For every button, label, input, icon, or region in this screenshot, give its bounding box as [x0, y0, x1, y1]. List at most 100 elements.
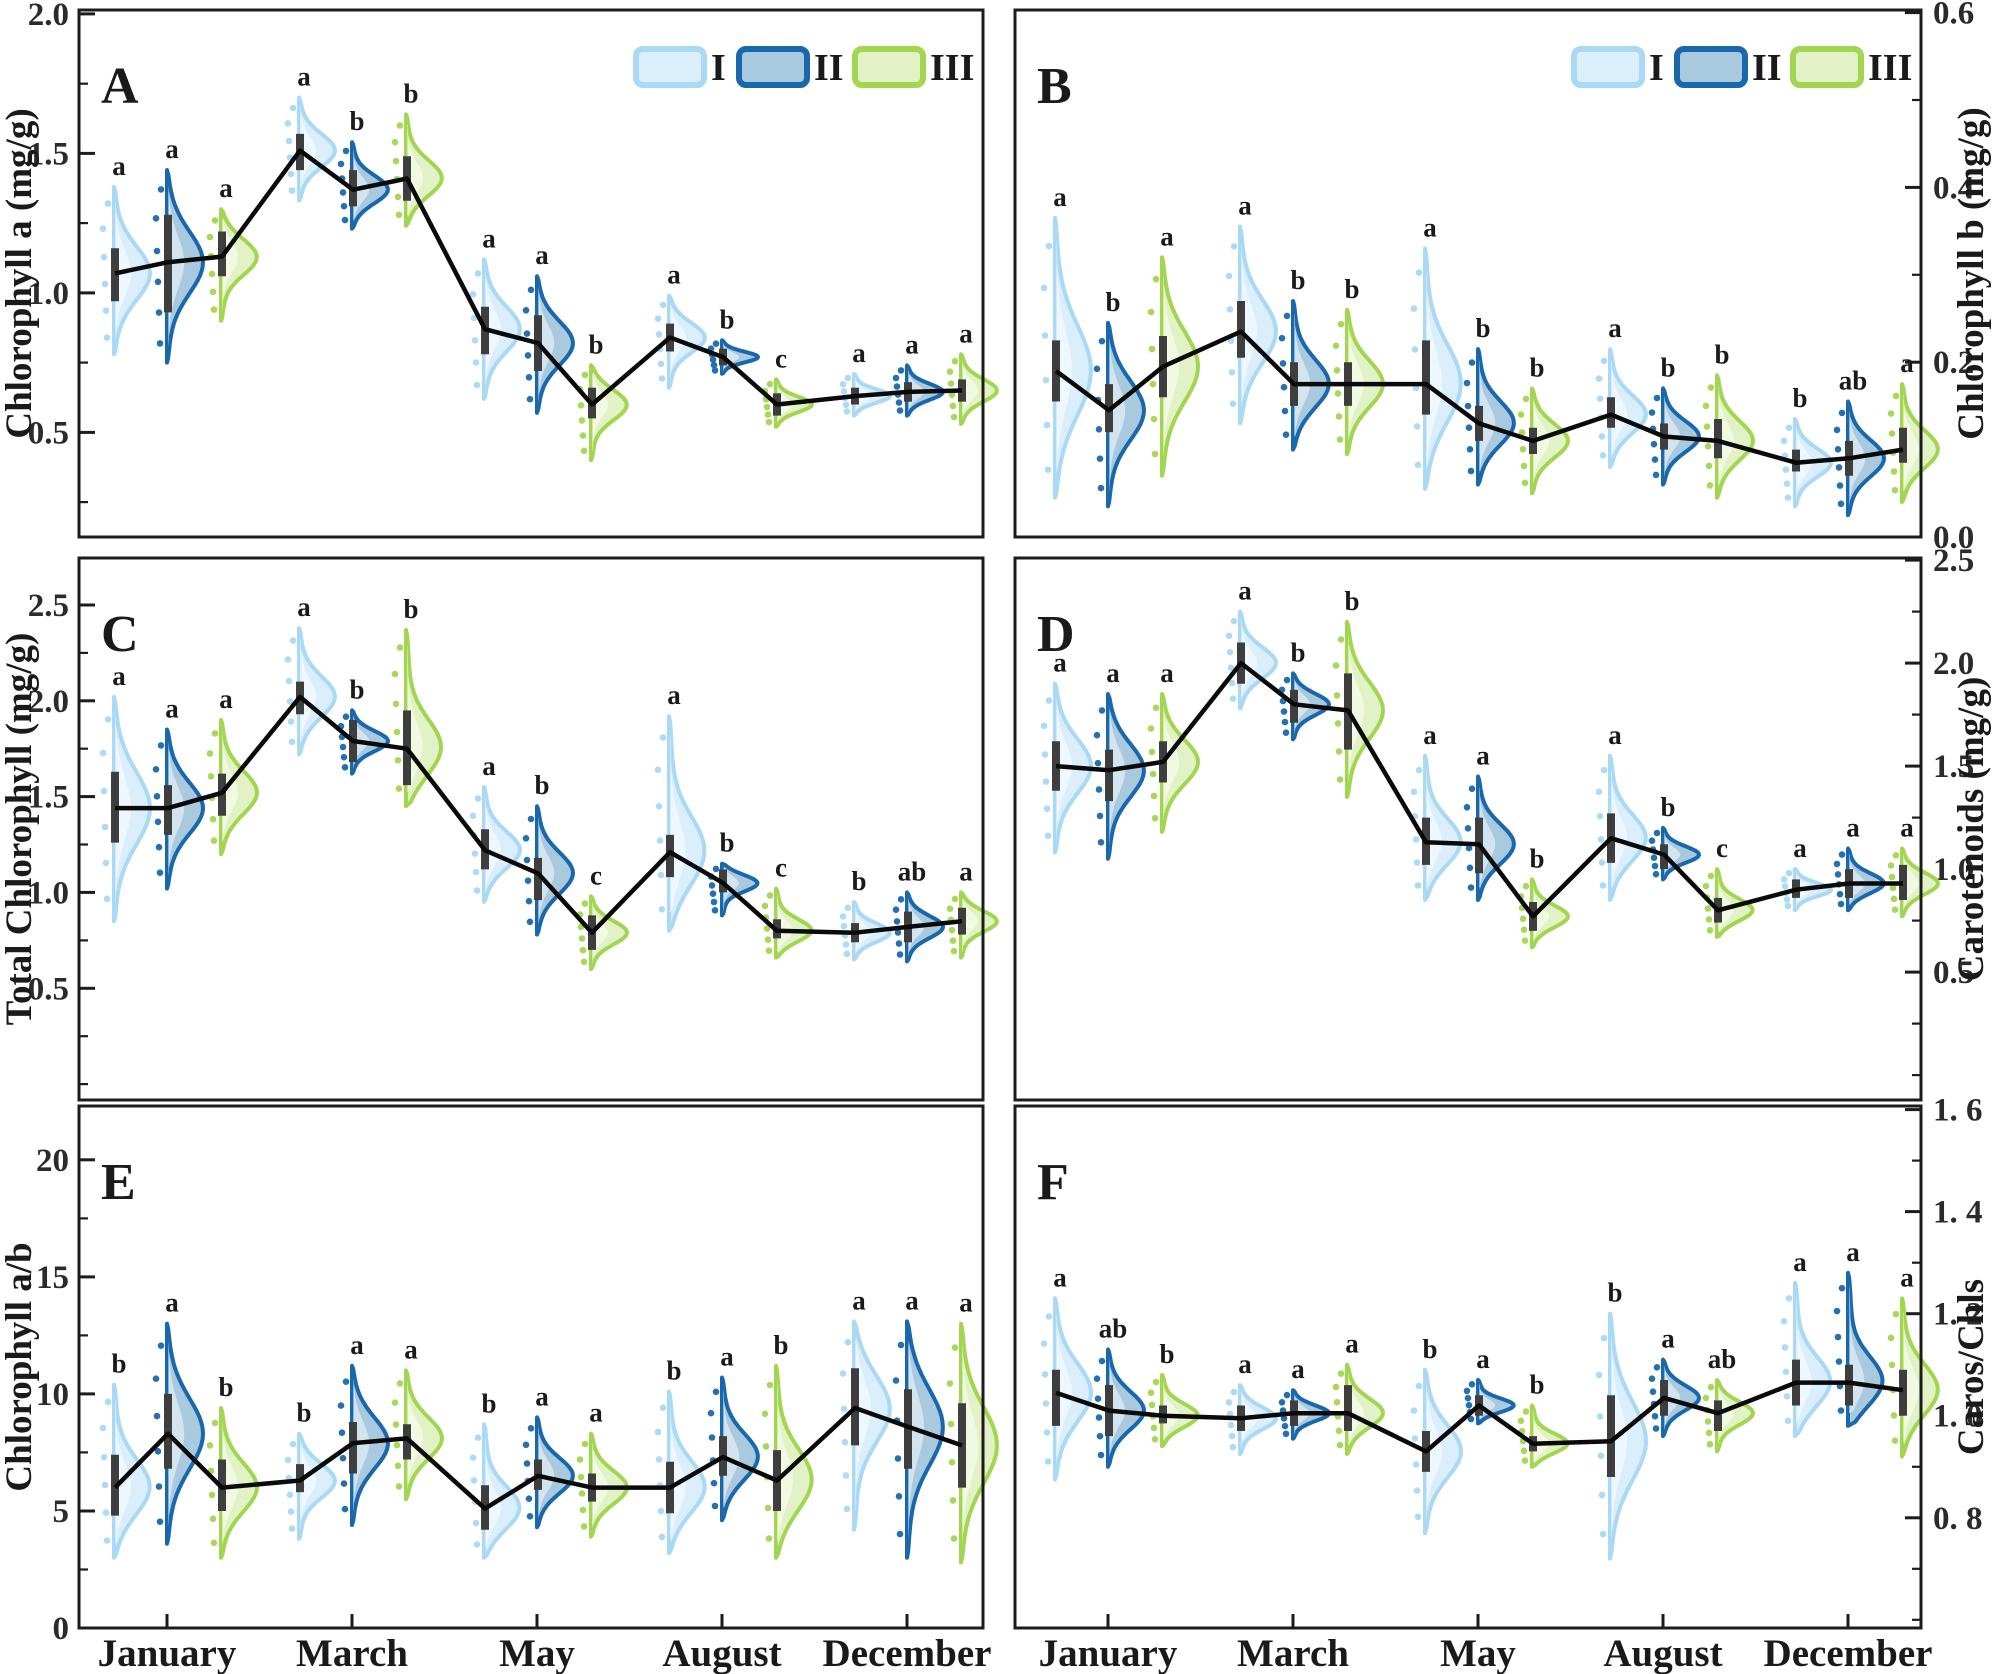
data-point [892, 906, 900, 913]
data-point [950, 1535, 958, 1542]
data-point [392, 157, 400, 165]
data-point [337, 1402, 345, 1409]
data-point [1098, 707, 1106, 714]
data-point [1600, 357, 1608, 365]
data-point [1281, 1422, 1289, 1430]
significance-letter: a [1846, 813, 1860, 843]
data-point [946, 368, 954, 376]
data-point [949, 402, 957, 410]
data-point [951, 1344, 959, 1351]
data-point [1150, 415, 1158, 423]
data-point [471, 850, 479, 857]
data-point [1415, 1382, 1423, 1390]
data-point [1837, 500, 1845, 508]
violin-D-March-I [1238, 609, 1278, 711]
violin-inner-highlight [962, 359, 979, 419]
data-point [1337, 320, 1345, 328]
data-point [284, 656, 292, 663]
data-point [156, 869, 164, 876]
data-point [342, 147, 350, 155]
data-point [1702, 882, 1710, 890]
data-point [581, 900, 589, 907]
data-point [1414, 882, 1422, 889]
data-point [840, 922, 848, 930]
mean-line-A [114, 148, 963, 407]
violin-C-May-I [482, 785, 522, 904]
significance-letter: b [588, 329, 603, 359]
data-point [522, 1441, 530, 1449]
mean-line-E [113, 1405, 963, 1511]
data-point [395, 211, 403, 219]
violin-inner-highlight [300, 638, 317, 745]
significance-letter: a [1160, 221, 1174, 251]
data-point [1282, 1430, 1290, 1438]
data-point [1519, 446, 1527, 453]
data-point [658, 906, 666, 913]
y-tick-label: 10 [36, 1377, 69, 1413]
data-point [1097, 839, 1105, 846]
y-axis-label-F: Caros/Chls [1951, 1279, 1992, 1455]
violin-inner-highlight [723, 343, 740, 372]
x-tick-label-December: December [823, 1632, 992, 1674]
significance-letter: b [1714, 339, 1729, 369]
data-point [396, 1380, 404, 1387]
data-point [895, 1493, 903, 1500]
significance-letter: a [1900, 1262, 1914, 1292]
violin-inner-highlight [1294, 312, 1311, 438]
data-point [655, 331, 663, 338]
panel-letter-C: C [101, 606, 139, 663]
violin-D-December-II [1846, 846, 1886, 913]
significance-letter: a [1345, 1329, 1359, 1359]
data-point [1706, 927, 1714, 934]
data-point [1463, 804, 1471, 811]
data-point [1094, 1395, 1102, 1402]
violin-E-December-I [852, 1319, 892, 1532]
data-point [1595, 788, 1603, 796]
data-point [1648, 1375, 1656, 1382]
data-point [841, 1438, 849, 1446]
data-point [1227, 664, 1235, 671]
data-point [154, 818, 162, 826]
data-point [470, 314, 478, 322]
violin-F-May-I [1423, 1367, 1463, 1536]
violin-inner-highlight [1849, 853, 1866, 906]
violin-B-January-II [1106, 320, 1146, 509]
data-point [1412, 1461, 1420, 1468]
data-point [152, 766, 160, 773]
data-point [580, 447, 588, 455]
data-point [1413, 859, 1421, 866]
data-point [210, 1539, 218, 1547]
data-point [102, 307, 110, 315]
violin-inner-highlight [1903, 853, 1920, 911]
y-tick-label: 15 [36, 1260, 69, 1296]
data-point [1096, 812, 1104, 820]
violin-A-May-I [482, 257, 522, 401]
data-point [1225, 1399, 1233, 1406]
data-point [1147, 308, 1155, 316]
data-point [1095, 1414, 1103, 1421]
significance-letter: b [666, 1356, 681, 1386]
data-point [580, 958, 588, 966]
violin-B-January-I [1053, 216, 1093, 500]
data-point [207, 773, 215, 780]
y-tick-label: 2.0 [1933, 646, 1974, 682]
data-point [526, 1513, 534, 1520]
data-point [1522, 1408, 1530, 1415]
data-point [766, 1381, 774, 1389]
data-point [949, 937, 957, 944]
violin-inner-highlight [538, 1426, 555, 1519]
data-point [100, 253, 108, 261]
data-point [157, 742, 165, 749]
data-point [209, 1515, 217, 1523]
violin-inner-highlight [168, 1341, 185, 1527]
data-point [394, 1462, 402, 1470]
data-point [657, 1507, 665, 1515]
data-point [1521, 937, 1529, 944]
data-point [211, 730, 219, 737]
data-point [1229, 1443, 1237, 1451]
data-point [288, 1525, 296, 1532]
data-point [1707, 384, 1715, 391]
significance-letter: b [1290, 265, 1305, 295]
data-point [763, 403, 771, 411]
violin-D-May-II [1476, 774, 1516, 902]
